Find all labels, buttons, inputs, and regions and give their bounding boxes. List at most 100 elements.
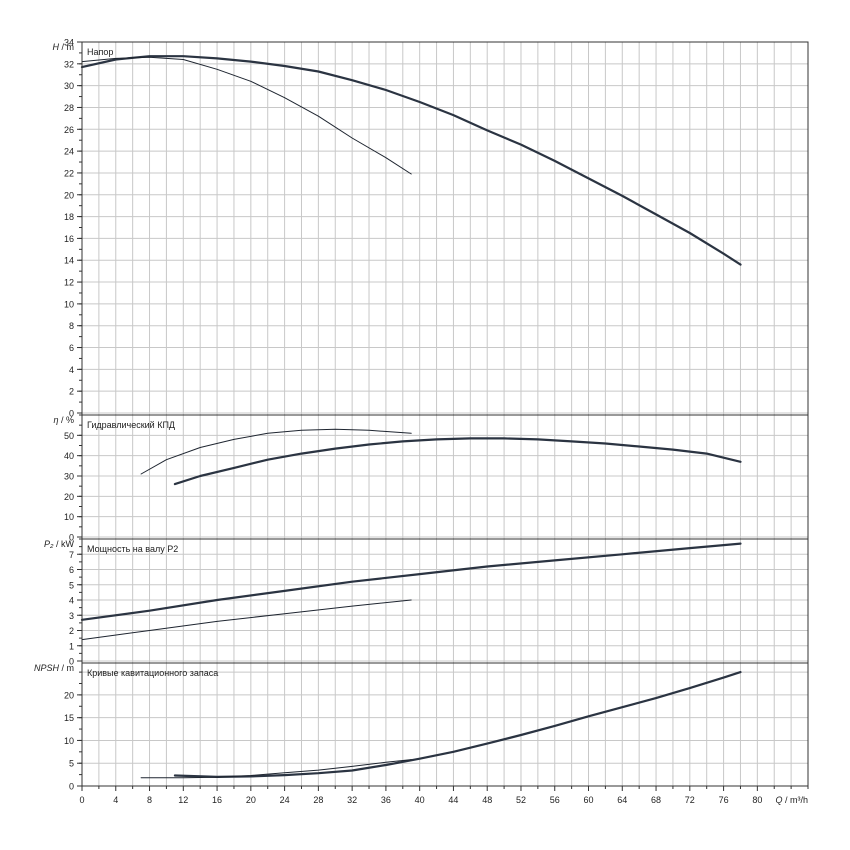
y-tick-label: 16 xyxy=(64,234,74,244)
y-tick-label: 2 xyxy=(69,626,74,636)
y-tick-label: 20 xyxy=(64,492,74,502)
x-axis-label: Q / m³/h xyxy=(775,795,808,805)
y-tick-label: 8 xyxy=(69,321,74,331)
y-axis-symbol: NPSH xyxy=(34,663,60,673)
y-tick-label: 26 xyxy=(64,125,74,135)
x-tick-label: 56 xyxy=(550,795,560,805)
y-axis-unit: % xyxy=(66,415,74,425)
panel-frame xyxy=(81,662,809,787)
y-tick-label: 10 xyxy=(64,512,74,522)
series-line-secondary xyxy=(81,56,412,175)
x-tick-label: 72 xyxy=(685,795,695,805)
x-tick-label: 24 xyxy=(280,795,290,805)
series-line-main xyxy=(173,670,742,779)
series-line-main xyxy=(80,542,742,621)
x-tick-label: 8 xyxy=(147,795,152,805)
y-tick-label: 5 xyxy=(69,759,74,769)
y-axis-label: η / % xyxy=(53,415,74,425)
x-tick-label: 68 xyxy=(651,795,661,805)
y-axis-label: NPSH / m xyxy=(34,663,74,673)
series-line-main xyxy=(80,55,742,266)
y-tick-label: 1 xyxy=(69,641,74,651)
x-axis-unit: m³/h xyxy=(790,795,808,805)
y-tick-label: 10 xyxy=(64,736,74,746)
y-tick-label: 3 xyxy=(69,611,74,621)
y-tick-label: 40 xyxy=(64,451,74,461)
panel-frame xyxy=(81,414,809,540)
y-axis-separator: / xyxy=(59,42,67,52)
panel-title: Кривые кавитационного запаса xyxy=(87,668,218,678)
y-axis-symbol: H xyxy=(52,42,59,52)
y-tick-label: 12 xyxy=(64,278,74,288)
y-tick-label: 7 xyxy=(69,550,74,560)
y-axis-symbol: η xyxy=(53,415,58,425)
y-tick-label: 0 xyxy=(69,533,74,543)
x-tick-label: 60 xyxy=(584,795,594,805)
y-tick-label: 0 xyxy=(69,657,74,667)
x-tick-label: 80 xyxy=(752,795,762,805)
panel-4: 0 5 10 15 20 NPSH / m Кривые кавитационного за… xyxy=(34,662,809,792)
y-axis-separator: / xyxy=(53,539,61,549)
x-tick-label: 28 xyxy=(313,795,323,805)
x-tick-label: 0 xyxy=(79,795,84,805)
y-axis-separator: / xyxy=(58,415,66,425)
x-tick-label: 64 xyxy=(617,795,627,805)
x-tick-label: 36 xyxy=(381,795,391,805)
y-tick-label: 30 xyxy=(64,81,74,91)
x-tick-label: 44 xyxy=(448,795,458,805)
x-tick-label: 76 xyxy=(719,795,729,805)
x-axis-symbol: Q xyxy=(775,795,782,805)
x-tick-label: 4 xyxy=(113,795,118,805)
x-axis: 0 4 8 12 16 20 24 28 32 36 40 44 48 52 56 60 64 68 72 76 80 Q… xyxy=(79,786,809,805)
y-tick-label: 14 xyxy=(64,256,74,266)
x-tick-label: 16 xyxy=(212,795,222,805)
panel-title: Гидравлический КПД xyxy=(87,420,175,430)
series-line-secondary xyxy=(140,759,412,779)
panel-2: 0 10 20 30 40 50 η / % Гидравлический КПД xyxy=(53,414,809,543)
y-tick-label: 0 xyxy=(69,782,74,792)
y-tick-label: 30 xyxy=(64,472,74,482)
y-tick-label: 20 xyxy=(64,690,74,700)
series-line-secondary xyxy=(81,599,412,641)
y-tick-label: 24 xyxy=(64,147,74,157)
y-tick-label: 0 xyxy=(69,409,74,419)
y-tick-label: 6 xyxy=(69,343,74,353)
y-tick-label: 28 xyxy=(64,103,74,113)
y-axis-separator: / xyxy=(59,663,67,673)
y-tick-label: 34 xyxy=(64,38,74,48)
y-tick-label: 22 xyxy=(64,168,74,178)
y-tick-label: 20 xyxy=(64,190,74,200)
grid xyxy=(98,42,792,786)
y-tick-label: 4 xyxy=(69,596,74,606)
series-line-secondary xyxy=(140,428,412,475)
y-axis-unit: m xyxy=(67,42,75,52)
y-tick-label: 10 xyxy=(64,299,74,309)
panel-title: Мощность на валу P2 xyxy=(87,544,178,554)
panel-3: 0 1 2 3 4 5 6 7P₂ / kW Мощность на валу P2 xyxy=(44,538,809,667)
x-tick-label: 48 xyxy=(482,795,492,805)
y-axis-label: P₂ / kW xyxy=(44,539,74,549)
y-axis-label: H / m xyxy=(52,42,74,52)
y-axis-unit: m xyxy=(67,663,75,673)
panel-frame xyxy=(81,538,809,664)
panel-title: Напор xyxy=(87,47,113,57)
y-axis-symbol: P₂ xyxy=(44,539,54,549)
series-line-main xyxy=(173,437,742,486)
panel-frame xyxy=(81,41,809,416)
x-axis-separator: / xyxy=(782,795,790,805)
y-tick-label: 4 xyxy=(69,365,74,375)
x-tick-label: 52 xyxy=(516,795,526,805)
x-tick-label: 20 xyxy=(246,795,256,805)
y-tick-label: 18 xyxy=(64,212,74,222)
x-tick-label: 40 xyxy=(415,795,425,805)
y-tick-label: 5 xyxy=(69,580,74,590)
x-tick-label: 32 xyxy=(347,795,357,805)
y-tick-label: 32 xyxy=(64,59,74,69)
y-tick-label: 6 xyxy=(69,565,74,575)
y-tick-label: 2 xyxy=(69,387,74,397)
x-tick-label: 12 xyxy=(178,795,188,805)
y-tick-label: 15 xyxy=(64,713,74,723)
y-tick-label: 50 xyxy=(64,431,74,441)
